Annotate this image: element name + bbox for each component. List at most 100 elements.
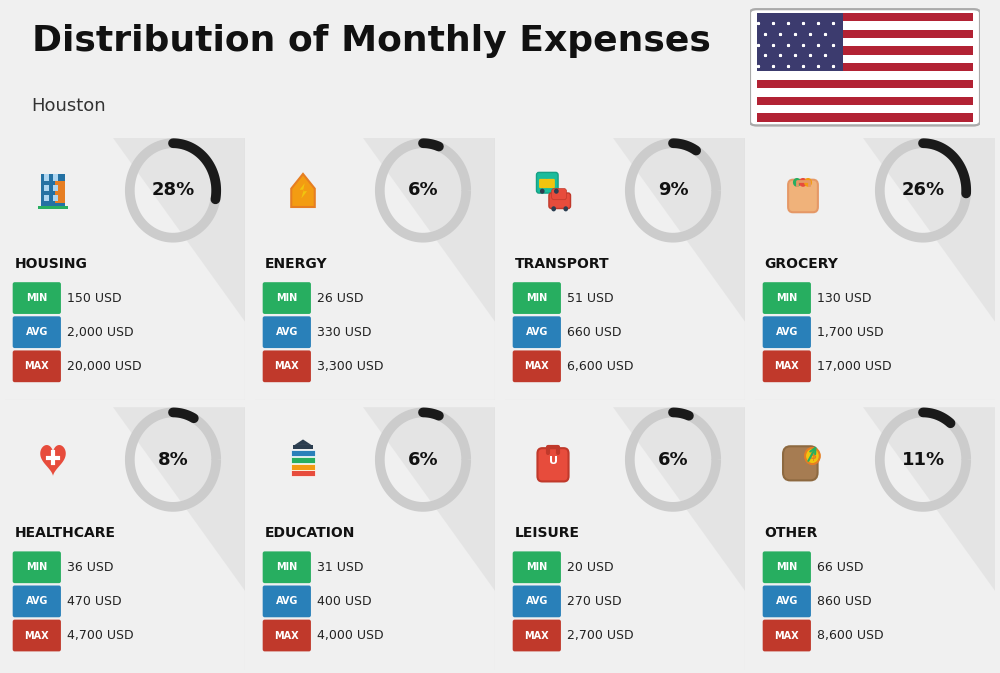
Text: LEISURE: LEISURE: [515, 526, 580, 540]
Bar: [757, 13, 973, 21]
Text: U: U: [548, 456, 558, 466]
FancyBboxPatch shape: [291, 470, 315, 476]
Circle shape: [563, 206, 568, 211]
FancyBboxPatch shape: [41, 174, 65, 207]
FancyBboxPatch shape: [263, 620, 311, 651]
Text: 130 USD: 130 USD: [817, 291, 872, 305]
FancyBboxPatch shape: [263, 316, 311, 348]
Bar: [757, 80, 973, 88]
Text: MAX: MAX: [524, 631, 549, 641]
FancyBboxPatch shape: [513, 351, 561, 382]
Text: 36 USD: 36 USD: [67, 561, 114, 574]
Bar: [757, 21, 973, 30]
Text: AVG: AVG: [526, 596, 548, 606]
Text: AVG: AVG: [776, 327, 798, 337]
Bar: [757, 38, 973, 46]
Text: 17,000 USD: 17,000 USD: [817, 360, 892, 373]
Text: MIN: MIN: [526, 562, 547, 572]
FancyBboxPatch shape: [55, 181, 65, 203]
Polygon shape: [291, 174, 315, 207]
Text: 6%: 6%: [408, 451, 438, 468]
Text: MAX: MAX: [274, 631, 299, 641]
Text: 20,000 USD: 20,000 USD: [67, 360, 142, 373]
Text: AVG: AVG: [776, 596, 798, 606]
Bar: [757, 13, 843, 71]
FancyBboxPatch shape: [783, 446, 818, 481]
FancyBboxPatch shape: [44, 195, 49, 201]
FancyBboxPatch shape: [293, 445, 313, 450]
Text: MIN: MIN: [526, 293, 547, 303]
Circle shape: [540, 188, 545, 194]
Polygon shape: [613, 138, 745, 322]
Text: GROCERY: GROCERY: [765, 257, 838, 271]
Text: AVG: AVG: [26, 327, 48, 337]
Bar: [757, 55, 973, 63]
FancyBboxPatch shape: [263, 282, 311, 314]
Text: MIN: MIN: [276, 562, 297, 572]
FancyBboxPatch shape: [763, 620, 811, 651]
Text: HEALTHCARE: HEALTHCARE: [15, 526, 116, 540]
FancyBboxPatch shape: [13, 282, 61, 314]
Text: 6,600 USD: 6,600 USD: [567, 360, 634, 373]
FancyBboxPatch shape: [13, 620, 61, 651]
FancyBboxPatch shape: [38, 206, 68, 209]
Text: MIN: MIN: [276, 293, 297, 303]
FancyBboxPatch shape: [750, 9, 980, 125]
Circle shape: [805, 448, 820, 464]
Polygon shape: [300, 183, 307, 199]
FancyBboxPatch shape: [536, 172, 558, 193]
FancyBboxPatch shape: [44, 174, 49, 181]
Text: 470 USD: 470 USD: [67, 595, 122, 608]
Text: OTHER: OTHER: [765, 526, 818, 540]
Circle shape: [804, 178, 812, 187]
Text: 1,700 USD: 1,700 USD: [817, 326, 884, 339]
Bar: [757, 105, 973, 114]
FancyBboxPatch shape: [537, 448, 569, 481]
Circle shape: [799, 178, 807, 187]
Text: 2,700 USD: 2,700 USD: [567, 629, 634, 642]
Text: 4,700 USD: 4,700 USD: [67, 629, 134, 642]
Text: 26 USD: 26 USD: [317, 291, 364, 305]
FancyBboxPatch shape: [763, 351, 811, 382]
Polygon shape: [113, 138, 245, 322]
Text: 6%: 6%: [408, 182, 438, 199]
FancyBboxPatch shape: [13, 316, 61, 348]
Text: 6%: 6%: [658, 451, 688, 468]
Text: 20 USD: 20 USD: [567, 561, 614, 574]
Text: AVG: AVG: [26, 596, 48, 606]
Text: AVG: AVG: [276, 596, 298, 606]
Polygon shape: [363, 138, 495, 322]
Text: Houston: Houston: [32, 97, 106, 115]
Bar: [757, 71, 973, 80]
FancyBboxPatch shape: [263, 351, 311, 382]
Text: AVG: AVG: [276, 327, 298, 337]
Polygon shape: [863, 407, 995, 591]
Circle shape: [554, 188, 559, 194]
FancyBboxPatch shape: [53, 184, 58, 191]
Text: MIN: MIN: [776, 293, 797, 303]
Text: Distribution of Monthly Expenses: Distribution of Monthly Expenses: [32, 24, 710, 59]
FancyBboxPatch shape: [763, 282, 811, 314]
Text: 660 USD: 660 USD: [567, 326, 622, 339]
Text: MAX: MAX: [274, 361, 299, 371]
Text: 51 USD: 51 USD: [567, 291, 614, 305]
FancyBboxPatch shape: [44, 184, 49, 191]
FancyBboxPatch shape: [291, 450, 315, 456]
FancyBboxPatch shape: [291, 464, 315, 470]
Text: MAX: MAX: [774, 631, 799, 641]
Bar: [757, 46, 973, 55]
Bar: [757, 30, 973, 38]
Polygon shape: [363, 407, 495, 591]
FancyBboxPatch shape: [513, 316, 561, 348]
Text: 400 USD: 400 USD: [317, 595, 372, 608]
FancyBboxPatch shape: [539, 179, 547, 188]
Text: 150 USD: 150 USD: [67, 291, 122, 305]
Text: MIN: MIN: [776, 562, 797, 572]
FancyBboxPatch shape: [546, 179, 555, 188]
Polygon shape: [613, 407, 745, 591]
FancyBboxPatch shape: [513, 282, 561, 314]
Text: HOUSING: HOUSING: [15, 257, 87, 271]
Circle shape: [551, 206, 556, 211]
Polygon shape: [295, 439, 311, 445]
Text: 66 USD: 66 USD: [817, 561, 864, 574]
